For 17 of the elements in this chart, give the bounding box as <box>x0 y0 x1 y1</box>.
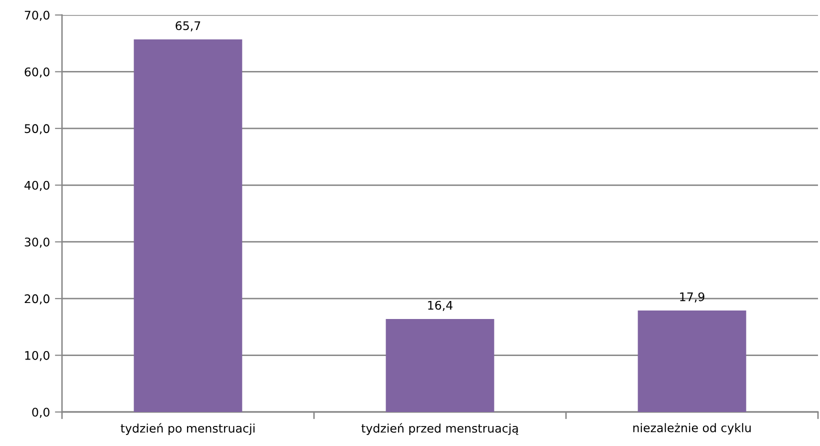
x-tick-label: tydzień po menstruacji <box>120 423 254 436</box>
data-label: 65,7 <box>176 21 200 32</box>
y-tick-label: 60,0 <box>24 67 50 78</box>
y-tick-label: 30,0 <box>24 238 50 248</box>
bar <box>134 39 242 412</box>
x-tick-label: niezależnie od cyklu <box>633 423 751 435</box>
y-tick-label: 10,0 <box>25 351 50 362</box>
y-tick-label: 50,0 <box>24 124 50 134</box>
y-tick-label: 0,0 <box>32 408 50 418</box>
y-tick-label: 20,0 <box>24 294 50 304</box>
y-tick-label: 40,0 <box>24 180 50 191</box>
y-tick-label: 70,0 <box>24 10 50 21</box>
bar <box>386 318 494 412</box>
x-tick-label: tydzień przed menstruacją <box>361 423 518 436</box>
bar <box>638 310 746 412</box>
data-label: 16,4 <box>428 300 452 311</box>
data-label: 17,9 <box>680 292 704 302</box>
